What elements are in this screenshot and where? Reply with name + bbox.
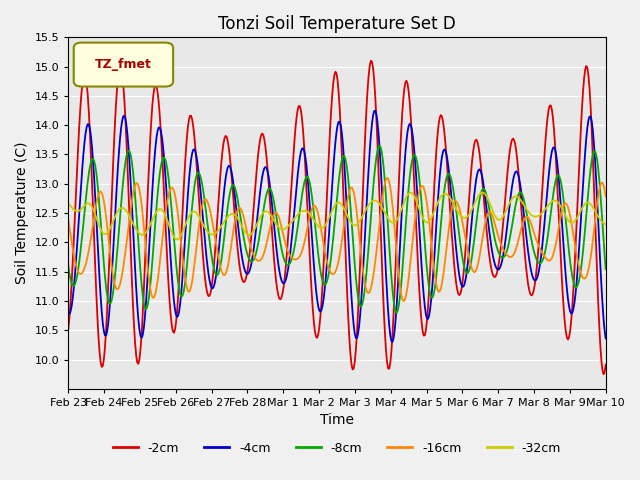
X-axis label: Time: Time xyxy=(320,413,354,427)
-2cm xyxy=(506,148,514,154)
Line: -32cm: -32cm xyxy=(68,192,605,240)
-8cm xyxy=(591,148,599,154)
-4cm xyxy=(507,192,515,197)
-32cm xyxy=(507,198,515,204)
-8cm xyxy=(376,143,383,149)
-4cm xyxy=(602,336,609,341)
-32cm xyxy=(602,221,609,227)
-16cm xyxy=(385,179,393,185)
Line: -4cm: -4cm xyxy=(68,110,605,342)
-32cm xyxy=(385,217,393,223)
-32cm xyxy=(591,208,599,214)
-16cm xyxy=(399,298,407,304)
-4cm xyxy=(591,156,599,161)
-4cm xyxy=(371,108,379,113)
-8cm xyxy=(323,279,331,285)
-32cm xyxy=(173,237,181,242)
-16cm xyxy=(65,218,72,224)
-16cm xyxy=(355,231,363,237)
Title: Tonzi Soil Temperature Set D: Tonzi Soil Temperature Set D xyxy=(218,15,456,33)
-32cm xyxy=(356,217,364,223)
-2cm xyxy=(367,58,375,64)
Line: -16cm: -16cm xyxy=(68,178,605,301)
-4cm xyxy=(320,296,328,302)
Text: TZ_fmet: TZ_fmet xyxy=(95,58,152,71)
-2cm xyxy=(323,195,331,201)
Legend: -2cm, -4cm, -8cm, -16cm, -32cm: -2cm, -4cm, -8cm, -16cm, -32cm xyxy=(108,437,566,460)
-4cm xyxy=(65,310,72,316)
-16cm xyxy=(507,254,515,260)
-8cm xyxy=(507,229,515,235)
-2cm xyxy=(355,286,363,291)
-16cm xyxy=(323,258,331,264)
-8cm xyxy=(355,300,363,306)
-4cm xyxy=(323,263,331,268)
-2cm xyxy=(320,264,328,269)
-32cm xyxy=(321,223,328,229)
Y-axis label: Soil Temperature (C): Soil Temperature (C) xyxy=(15,142,29,284)
-2cm xyxy=(385,366,393,372)
-32cm xyxy=(479,190,487,195)
-8cm xyxy=(65,263,72,269)
-8cm xyxy=(393,310,401,315)
-32cm xyxy=(65,201,72,206)
-16cm xyxy=(591,219,599,225)
-8cm xyxy=(602,266,609,272)
Line: -2cm: -2cm xyxy=(68,61,605,374)
-2cm xyxy=(590,180,598,186)
-4cm xyxy=(388,339,396,345)
-2cm xyxy=(600,371,607,377)
FancyBboxPatch shape xyxy=(74,43,173,86)
-8cm xyxy=(385,243,393,249)
-8cm xyxy=(320,281,328,287)
-32cm xyxy=(324,217,332,223)
-4cm xyxy=(355,324,363,329)
Line: -8cm: -8cm xyxy=(68,146,605,312)
-16cm xyxy=(320,241,328,247)
-16cm xyxy=(602,193,609,199)
-16cm xyxy=(383,175,391,181)
-2cm xyxy=(65,326,72,332)
-4cm xyxy=(385,323,393,328)
-2cm xyxy=(602,362,609,368)
